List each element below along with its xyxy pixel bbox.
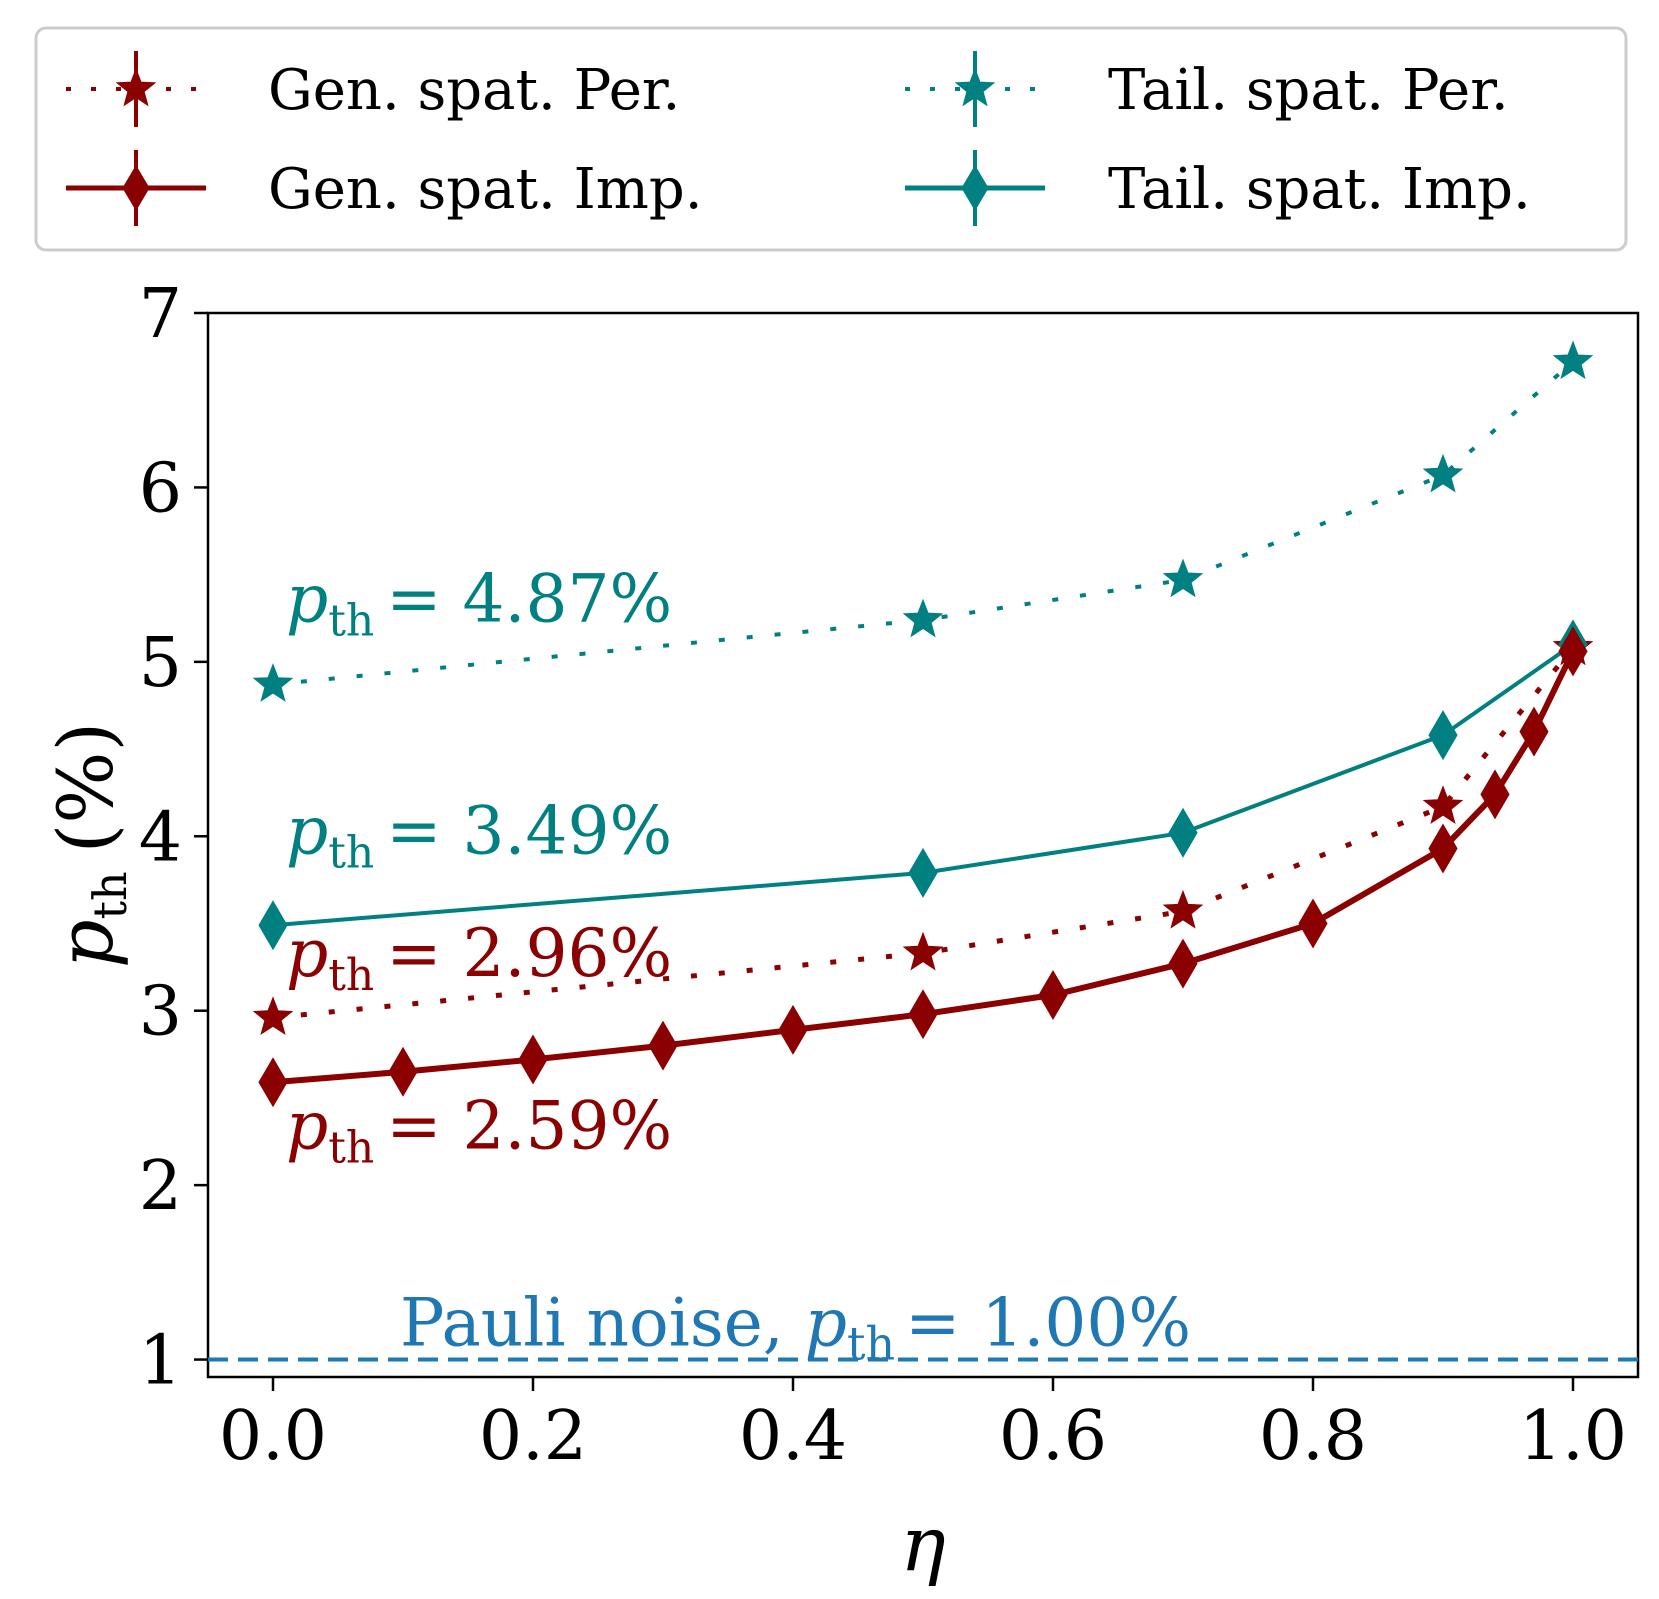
data-point [908, 847, 938, 898]
pauli-noise-label: Pauli noise, pth = 1.00% [400, 1285, 1191, 1371]
threshold-annotation: pth = 2.59% [286, 1088, 672, 1174]
data-point [252, 663, 294, 702]
x-tick-label: 0.8 [1259, 1397, 1367, 1476]
data-point [648, 1020, 678, 1071]
x-tick-label: 1.0 [1519, 1397, 1627, 1476]
plot-frame [206, 311, 1640, 1379]
y-tick-label: 6 [139, 449, 182, 528]
y-tick-label: 3 [139, 973, 182, 1052]
data-point [908, 989, 938, 1040]
data-point [1422, 785, 1464, 824]
data-point [1298, 898, 1328, 949]
series-gen-spat-imp [258, 626, 1588, 1108]
y-tick-label: 7 [139, 275, 182, 354]
data-point [1519, 706, 1549, 757]
data-point [1168, 938, 1198, 989]
x-tick-label: 0.4 [739, 1397, 847, 1476]
y-axis-label-symbol: p [41, 919, 130, 968]
data-point [258, 900, 288, 951]
data-point [1558, 626, 1588, 677]
legend: Gen. spat. Per. Tail. spat. Per. Gen. spat… [34, 26, 1628, 252]
legend-label: Gen. spat. Imp. [268, 157, 703, 222]
plot-content: Pauli noise, pth = 1.00% [208, 340, 1638, 1371]
y-tick-label: 5 [139, 624, 182, 703]
data-point [1428, 710, 1458, 761]
y-axis-label-unit: (%) [41, 722, 130, 854]
x-axis-label: η [900, 1499, 946, 1588]
legend-marker-sample [954, 67, 996, 107]
data-point [902, 931, 944, 971]
data-point [518, 1034, 548, 1085]
data-point [1552, 340, 1594, 380]
threshold-annotation: pth = 3.49% [286, 793, 672, 879]
y-tick-label: 4 [139, 798, 182, 877]
y-tick-label: 2 [139, 1147, 182, 1226]
legend-label: Gen. spat. Per. [268, 58, 680, 123]
series-line-gen-spat-per [272, 646, 1575, 1021]
data-point [252, 996, 294, 1036]
data-point [1480, 769, 1510, 820]
y-tick-label: 1 [139, 1322, 182, 1401]
data-point [902, 598, 944, 638]
series-tail-spat-imp [258, 619, 1588, 951]
data-point [1162, 889, 1204, 929]
y-axis-label-subscript: th [83, 871, 137, 919]
data-point [258, 1057, 288, 1108]
x-tick-label: 0.6 [999, 1397, 1107, 1476]
legend-label: Tail. spat. Per. [1108, 58, 1509, 123]
legend-marker-sample [961, 165, 989, 211]
legend-frame [34, 26, 1628, 252]
data-point [1162, 558, 1204, 598]
y-axis-label: pth (%) [41, 722, 137, 968]
annotations: pth = 4.87% pth = 3.49% pth = 2.96% pth = 2.59% [286, 561, 672, 1174]
data-point [388, 1046, 418, 1097]
data-point [1428, 823, 1458, 874]
axis-ticks: 0.0 0.2 0.4 0.6 0.8 1.0 1 2 3 4 5 6 7 [139, 275, 1627, 1476]
x-tick-label: 0.0 [219, 1397, 327, 1476]
legend-marker-sample [115, 67, 157, 107]
legend-entry-gen-spat-per: Gen. spat. Per. [66, 51, 680, 127]
data-point [1168, 807, 1198, 858]
series-tail-spat-per [252, 340, 1594, 702]
legend-marker-sample [122, 165, 150, 211]
x-tick-label: 0.2 [479, 1397, 587, 1476]
svg-text:pth(%): pth (%) [41, 722, 137, 968]
data-point [1038, 970, 1068, 1021]
legend-entry-gen-spat-imp: Gen. spat. Imp. [66, 150, 703, 226]
legend-label: Tail. spat. Imp. [1108, 157, 1531, 222]
data-point [778, 1004, 808, 1055]
data-point [1422, 453, 1464, 493]
threshold-annotation: pth = 2.96% [286, 915, 672, 1001]
threshold-annotation: pth = 4.87% [286, 561, 672, 647]
legend-entry-tail-spat-imp: Tail. spat. Imp. [905, 150, 1531, 226]
legend-entry-tail-spat-per: Tail. spat. Per. [905, 51, 1509, 127]
